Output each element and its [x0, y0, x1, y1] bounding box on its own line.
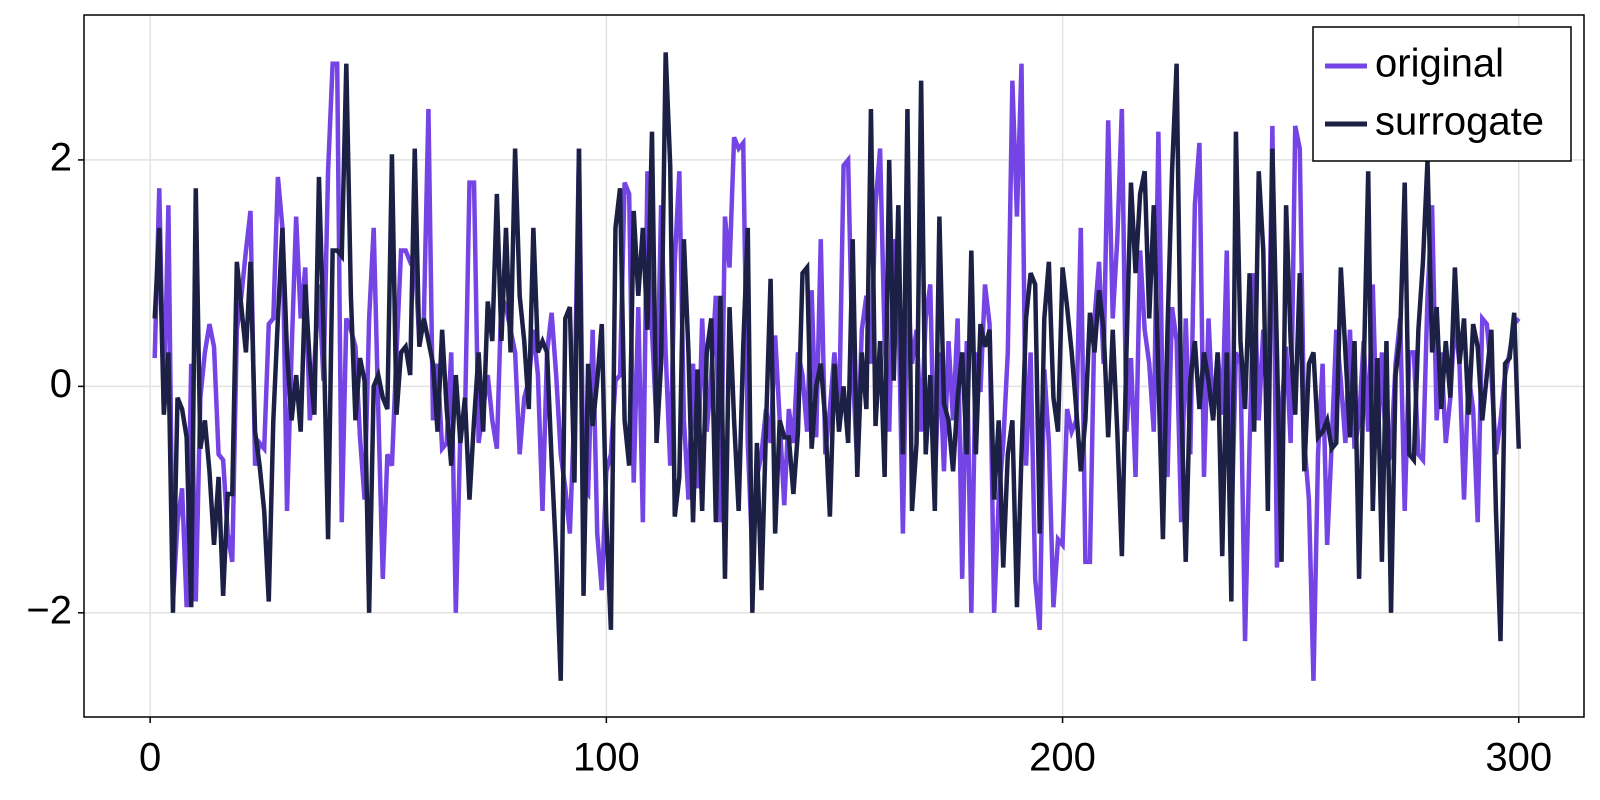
- legend: original surrogate: [1312, 26, 1572, 162]
- x-tick-label: 0: [139, 736, 161, 780]
- series-line: [152, 52, 1522, 681]
- x-tick-label: 300: [1485, 736, 1552, 780]
- legend-label: original: [1375, 42, 1504, 86]
- x-tick-label: 200: [1029, 736, 1096, 780]
- y-tick-label: 0: [50, 362, 72, 406]
- y-tick-label: 2: [50, 135, 72, 179]
- legend-label: surrogate: [1375, 100, 1544, 144]
- plot-frame: [83, 14, 1585, 718]
- x-tick-label: 100: [573, 736, 640, 780]
- legend-box: [1312, 26, 1572, 162]
- y-tick-label: −2: [26, 588, 72, 632]
